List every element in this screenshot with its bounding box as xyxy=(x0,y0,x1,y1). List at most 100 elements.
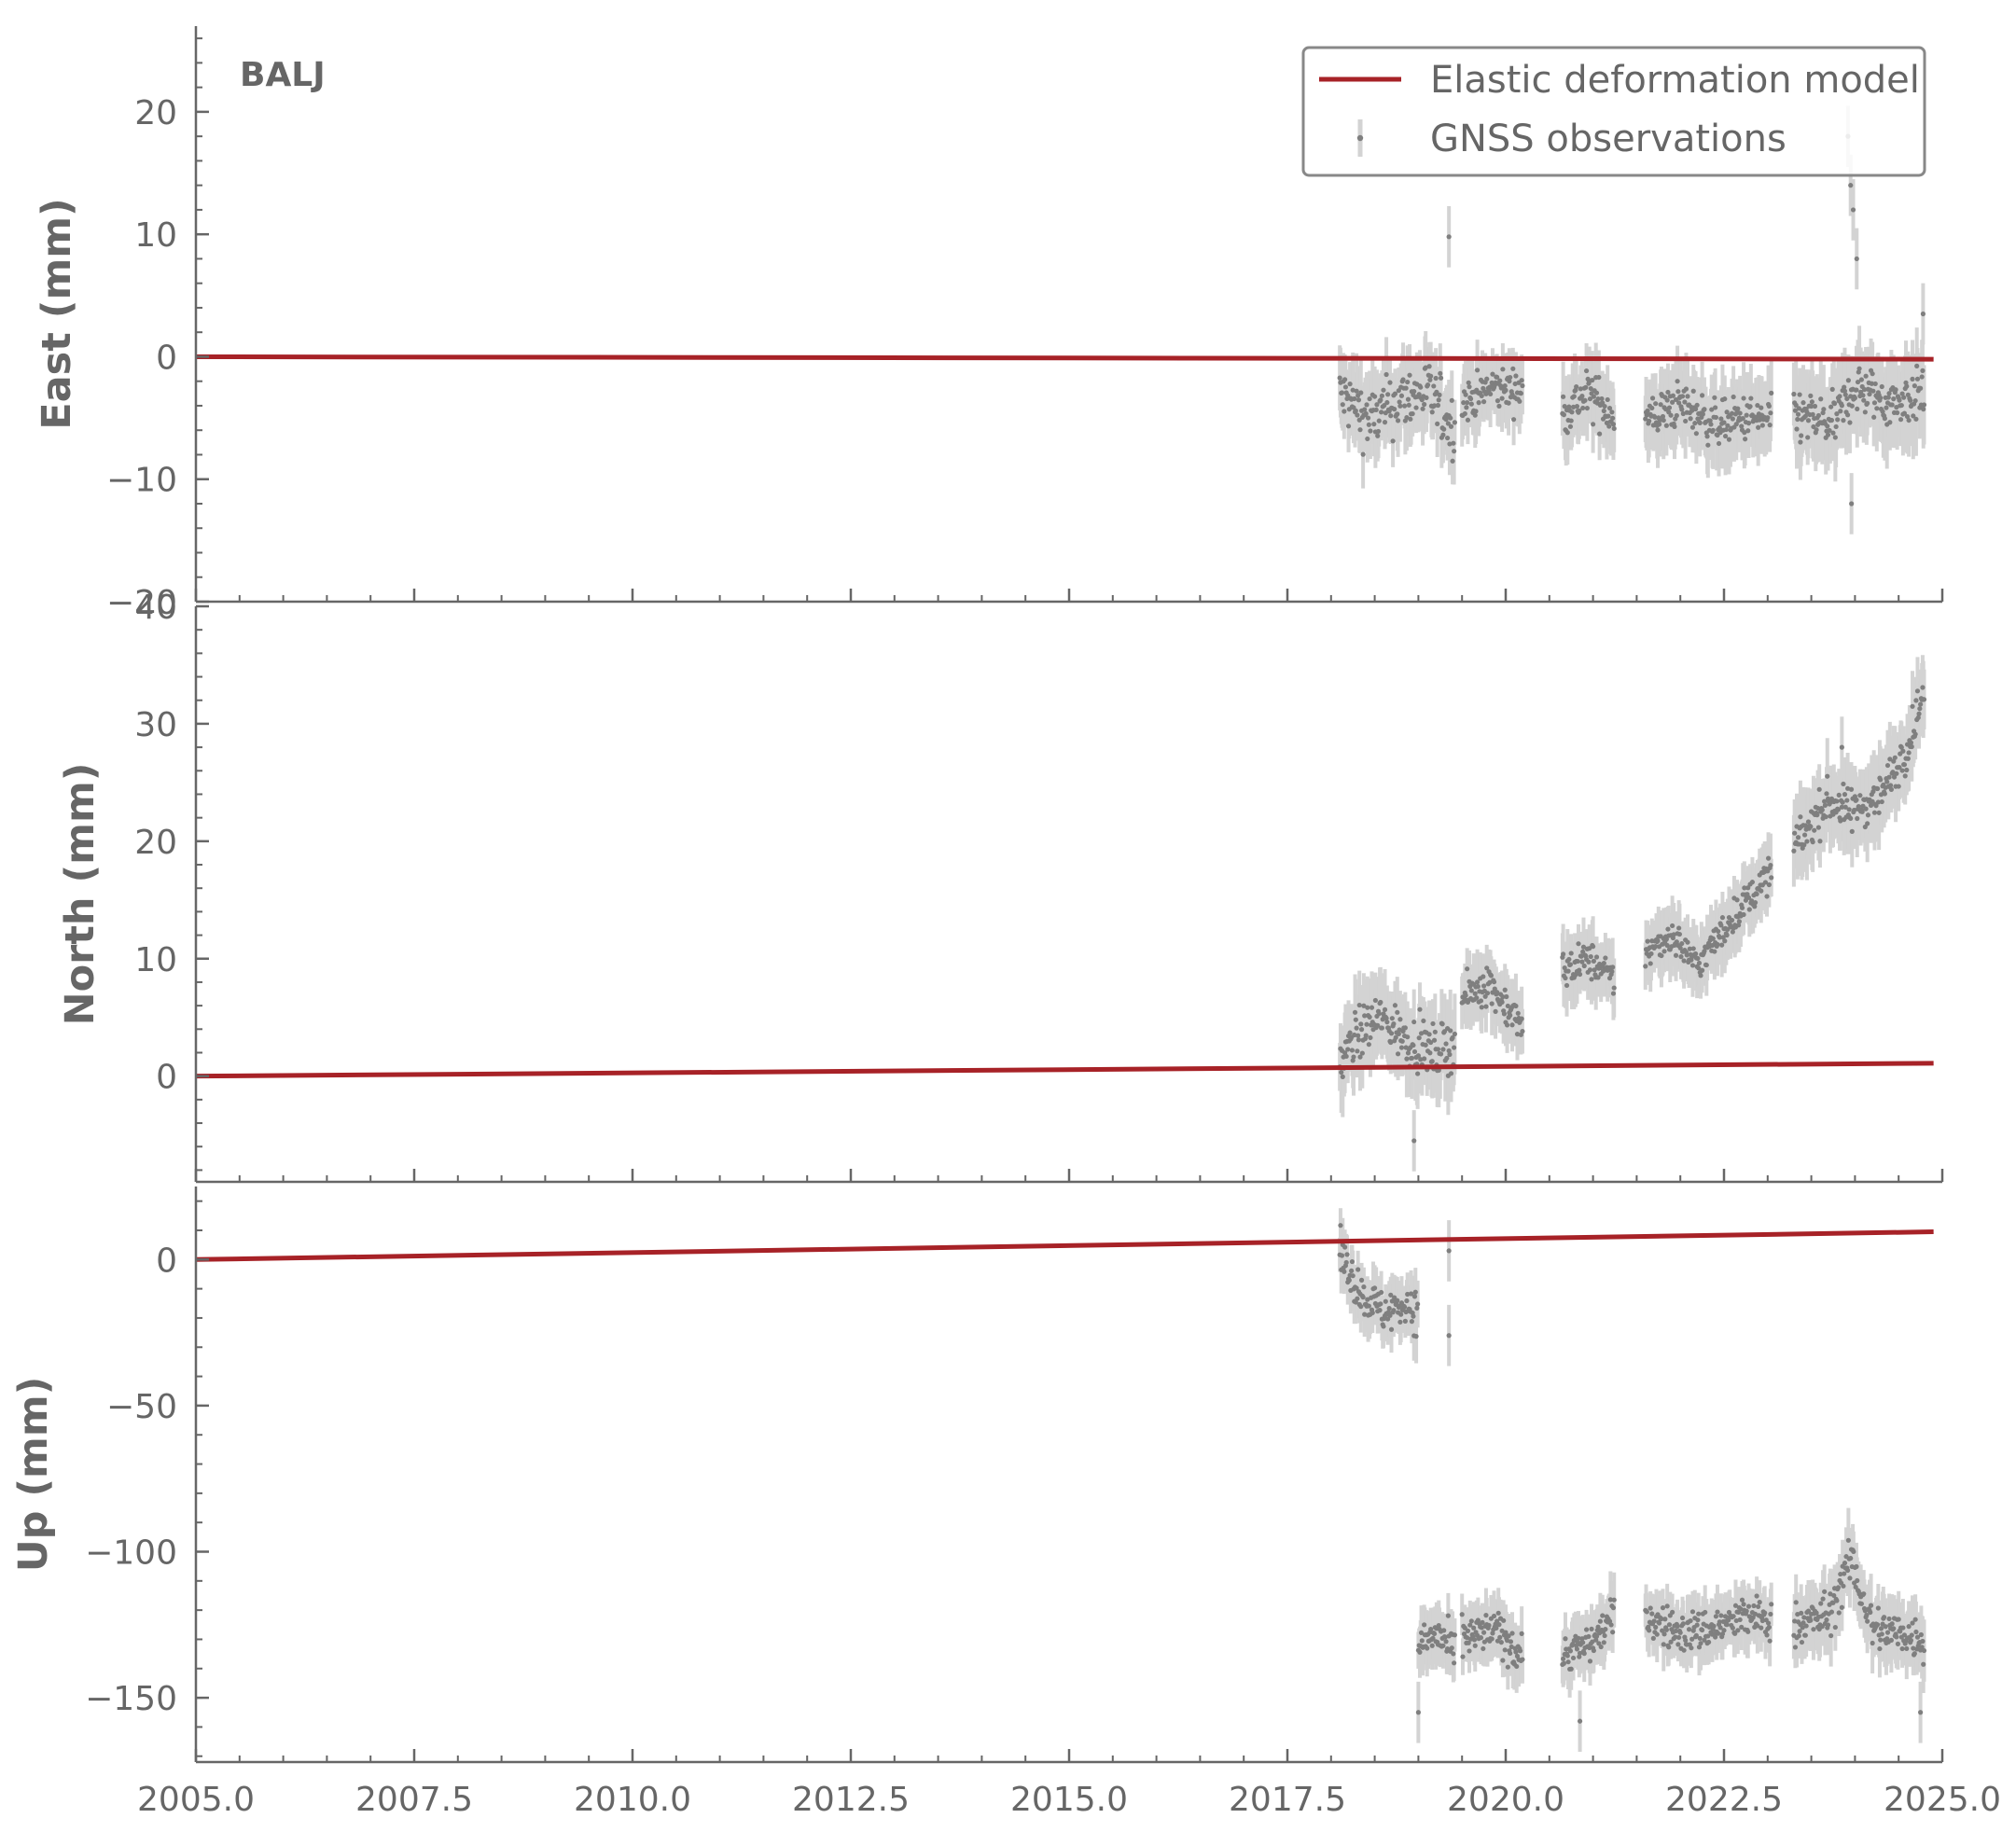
observation-point xyxy=(1842,792,1848,798)
observation-point xyxy=(1358,1277,1365,1283)
observation-point xyxy=(1610,1605,1617,1611)
observation-point xyxy=(1736,923,1742,928)
observation-point xyxy=(1688,1617,1693,1624)
observation-point xyxy=(1842,804,1848,810)
observation-point xyxy=(1738,1606,1744,1612)
observation-point xyxy=(1586,1633,1592,1640)
observation-point xyxy=(1697,420,1703,425)
observation-point xyxy=(1385,392,1391,397)
observation-point xyxy=(1484,991,1491,996)
observation-point xyxy=(1574,384,1579,390)
x-tick-label: 2007.5 xyxy=(355,1781,473,1819)
observation-point xyxy=(1591,394,1596,399)
observation-point xyxy=(1822,802,1828,808)
observation-point xyxy=(1361,1284,1367,1290)
observation-point xyxy=(1445,1613,1451,1618)
observation-point xyxy=(1467,1648,1472,1654)
observation-point xyxy=(1595,1624,1601,1630)
observation-point xyxy=(1686,1627,1692,1632)
observation-point xyxy=(1506,400,1511,406)
observation-point xyxy=(1884,405,1889,410)
observation-point xyxy=(1347,1030,1353,1035)
observation-point xyxy=(1792,1618,1798,1624)
observation-point xyxy=(1848,394,1854,399)
observation-point xyxy=(1499,396,1505,401)
observation-point xyxy=(1849,501,1855,507)
observation-point xyxy=(1687,946,1692,951)
observation-point xyxy=(1503,1630,1509,1635)
observation-point xyxy=(1913,698,1919,703)
observation-point xyxy=(1855,815,1860,822)
observation-point xyxy=(1446,1248,1452,1254)
observation-point xyxy=(1703,1609,1708,1616)
observation-point xyxy=(1588,385,1593,392)
observation-point xyxy=(1836,792,1842,798)
observation-point xyxy=(1729,410,1735,416)
observation-point xyxy=(1860,393,1866,398)
observation-point xyxy=(1762,880,1769,885)
observation-point xyxy=(1816,786,1822,792)
observation-point xyxy=(1894,770,1899,776)
observation-point xyxy=(1487,979,1493,985)
observation-point xyxy=(1862,409,1868,415)
observation-point xyxy=(1494,1625,1499,1631)
observation-point xyxy=(1610,965,1616,970)
observation-point xyxy=(1422,1622,1427,1628)
observation-point xyxy=(1390,438,1396,444)
observation-point xyxy=(1384,399,1390,406)
observation-point xyxy=(1391,1021,1397,1027)
observation-point xyxy=(1841,1583,1846,1589)
observation-point xyxy=(1745,428,1751,434)
observation-point xyxy=(1497,378,1503,383)
observation-point xyxy=(1871,810,1878,815)
observation-point xyxy=(1911,413,1916,419)
observation-point xyxy=(1707,418,1713,423)
observation-point xyxy=(1722,396,1728,402)
observation-point xyxy=(1352,1032,1357,1038)
observation-point xyxy=(1408,416,1413,422)
observation-point xyxy=(1725,926,1731,932)
observation-point xyxy=(1910,703,1915,709)
observation-point xyxy=(1814,1610,1819,1616)
observation-point xyxy=(1356,1002,1362,1008)
observation-point xyxy=(1841,781,1846,787)
observation-point xyxy=(1897,397,1902,403)
observation-point xyxy=(1887,420,1893,425)
observation-point xyxy=(1854,797,1859,803)
observation-point xyxy=(1797,392,1802,397)
observation-point xyxy=(1810,411,1815,417)
observations-1 xyxy=(1337,655,1927,1172)
observation-point xyxy=(1397,1017,1403,1022)
observation-point xyxy=(1654,1631,1660,1637)
observation-point xyxy=(1591,1647,1596,1654)
observation-point xyxy=(1818,1601,1824,1606)
observation-point xyxy=(1910,1620,1915,1626)
panel-1: 0 10 20 30 40 North (mm) xyxy=(57,589,1944,1184)
observation-point xyxy=(1579,959,1585,965)
observation-point xyxy=(1914,363,1920,368)
observation-point xyxy=(1884,779,1890,784)
observation-point xyxy=(1404,1056,1410,1062)
observation-point xyxy=(1830,430,1836,436)
observation-point xyxy=(1839,804,1844,810)
observation-point xyxy=(1745,1629,1751,1634)
observation-point xyxy=(1410,410,1415,417)
observation-point xyxy=(1859,809,1865,814)
observation-point xyxy=(1810,840,1815,845)
observation-point xyxy=(1596,374,1602,381)
observation-point xyxy=(1908,1637,1914,1644)
observation-point xyxy=(1854,256,1859,262)
observation-point xyxy=(1448,1028,1453,1034)
observation-point xyxy=(1468,401,1474,407)
observation-point xyxy=(1800,1625,1805,1631)
observation-point xyxy=(1767,1638,1773,1644)
observation-point xyxy=(1855,1577,1860,1584)
observation-point xyxy=(1368,428,1373,434)
observation-point xyxy=(1520,382,1525,389)
observation-point xyxy=(1906,1624,1912,1630)
observation-point xyxy=(1395,1009,1400,1015)
observation-point xyxy=(1500,367,1506,372)
observation-point xyxy=(1664,397,1670,403)
observation-point xyxy=(1400,377,1406,382)
